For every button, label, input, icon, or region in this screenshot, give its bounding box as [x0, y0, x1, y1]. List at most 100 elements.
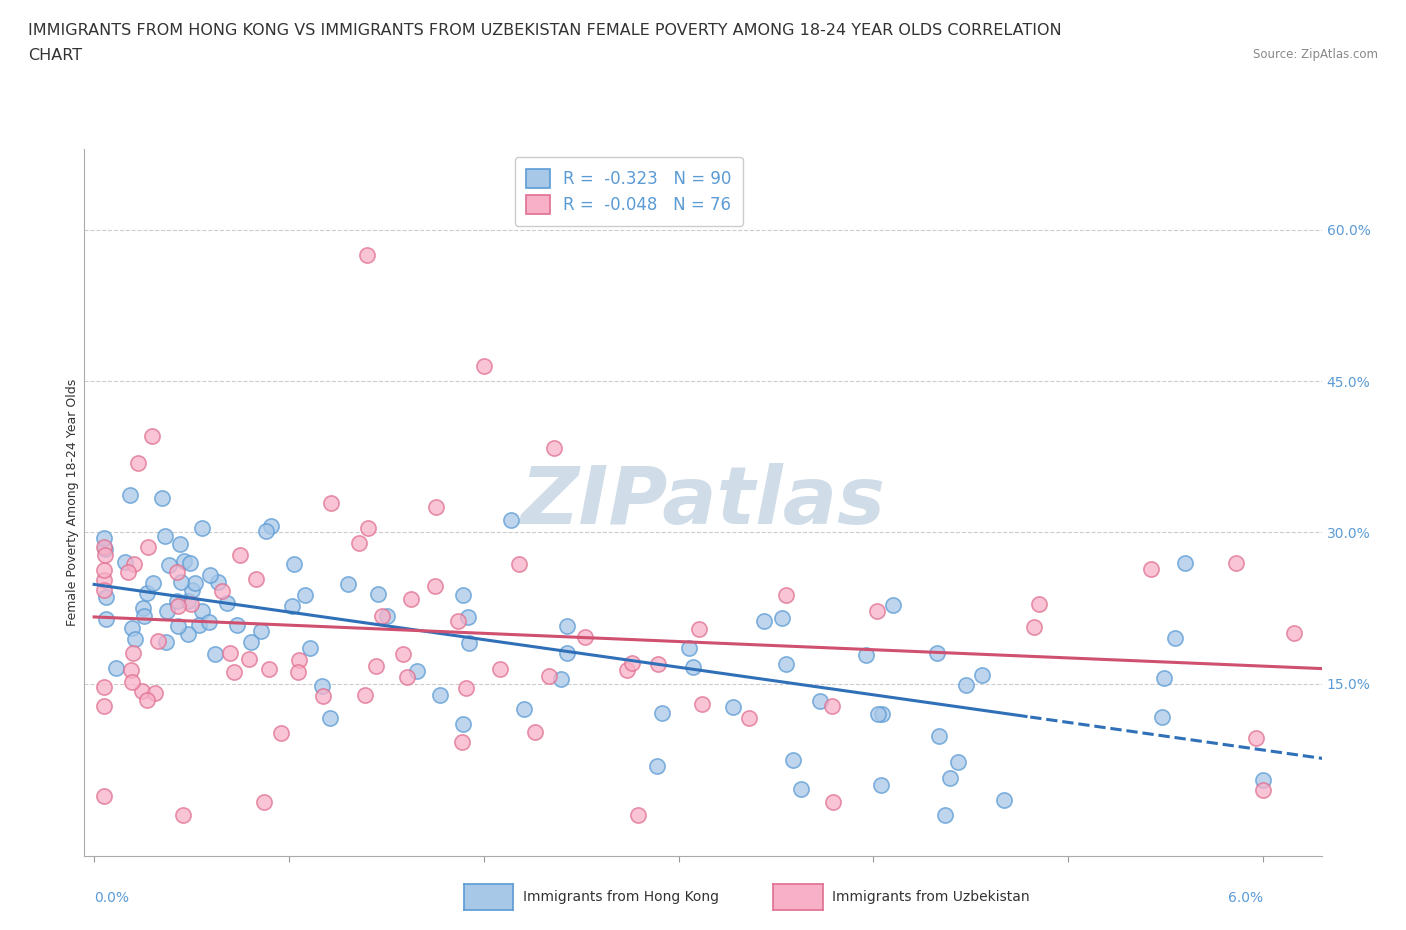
Y-axis label: Female Poverty Among 18-24 Year Olds: Female Poverty Among 18-24 Year Olds: [66, 379, 79, 626]
Point: [166, 599, 188, 614]
Point: [93, 698, 115, 713]
Point: [453, 588, 475, 603]
Point: [616, 662, 638, 677]
Point: [207, 575, 229, 590]
Point: [356, 247, 378, 262]
Point: [1251, 773, 1274, 788]
Point: [260, 518, 283, 533]
Point: [169, 537, 191, 551]
Point: [336, 577, 359, 591]
Point: [253, 794, 276, 809]
Point: [118, 487, 141, 502]
Point: [177, 627, 200, 642]
Point: [96, 590, 118, 604]
Point: [132, 601, 155, 616]
Point: [489, 662, 512, 677]
Point: [93, 530, 115, 545]
Point: [775, 657, 797, 671]
Point: [682, 659, 704, 674]
Point: [690, 697, 713, 711]
Point: [782, 753, 804, 768]
Point: [311, 679, 333, 694]
Point: [574, 630, 596, 644]
Point: [399, 591, 422, 606]
Text: Immigrants from Uzbekistan: Immigrants from Uzbekistan: [832, 889, 1031, 904]
Point: [135, 693, 157, 708]
Point: [93, 680, 115, 695]
Point: [256, 523, 278, 538]
Point: [283, 557, 305, 572]
Point: [472, 358, 495, 373]
Point: [454, 681, 477, 696]
Point: [934, 808, 956, 823]
Text: 0.0%: 0.0%: [94, 891, 129, 905]
Text: 6.0%: 6.0%: [1227, 891, 1263, 905]
Point: [173, 554, 195, 569]
Point: [1284, 626, 1306, 641]
Point: [354, 687, 377, 702]
Point: [179, 556, 201, 571]
Point: [131, 684, 153, 698]
Text: Immigrants from Hong Kong: Immigrants from Hong Kong: [523, 889, 718, 904]
Point: [321, 496, 343, 511]
Point: [1024, 619, 1046, 634]
Point: [513, 702, 536, 717]
Point: [538, 668, 561, 683]
Point: [141, 429, 163, 444]
Point: [620, 656, 643, 671]
Point: [204, 646, 226, 661]
Point: [555, 645, 578, 660]
Point: [166, 618, 188, 633]
Point: [367, 587, 389, 602]
Point: [172, 808, 194, 823]
Point: [946, 754, 969, 769]
Point: [1150, 710, 1173, 724]
Point: [245, 572, 267, 587]
Point: [299, 641, 322, 656]
Point: [392, 646, 415, 661]
Point: [93, 541, 115, 556]
Point: [1251, 782, 1274, 797]
Point: [94, 612, 117, 627]
Point: [117, 565, 139, 579]
Point: [250, 623, 273, 638]
Point: [868, 707, 890, 722]
Point: [457, 610, 479, 625]
Point: [423, 578, 446, 593]
Point: [155, 635, 177, 650]
Point: [146, 634, 169, 649]
Point: [239, 634, 262, 649]
Point: [281, 599, 304, 614]
Point: [501, 512, 523, 527]
Point: [319, 711, 342, 725]
Point: [105, 660, 128, 675]
Point: [121, 620, 143, 635]
Point: [238, 651, 260, 666]
Point: [543, 440, 565, 455]
Point: [808, 694, 831, 709]
Legend: R =  -0.323   N = 90, R =  -0.048   N = 76: R = -0.323 N = 90, R = -0.048 N = 76: [515, 157, 742, 226]
Point: [446, 614, 468, 629]
Point: [93, 789, 115, 804]
Point: [188, 618, 211, 633]
Point: [928, 728, 950, 743]
Point: [93, 573, 115, 588]
Point: [93, 582, 115, 597]
Point: [993, 792, 1015, 807]
Point: [218, 645, 240, 660]
Point: [775, 587, 797, 602]
Point: [451, 735, 474, 750]
Point: [627, 808, 650, 823]
Point: [1246, 730, 1268, 745]
Point: [127, 456, 149, 471]
Point: [120, 663, 142, 678]
Point: [855, 647, 877, 662]
Point: [882, 598, 904, 613]
Point: [508, 557, 530, 572]
Point: [287, 665, 309, 680]
Point: [124, 556, 146, 571]
Point: [93, 563, 115, 578]
Point: [170, 574, 193, 589]
Point: [270, 725, 292, 740]
Point: [150, 490, 173, 505]
